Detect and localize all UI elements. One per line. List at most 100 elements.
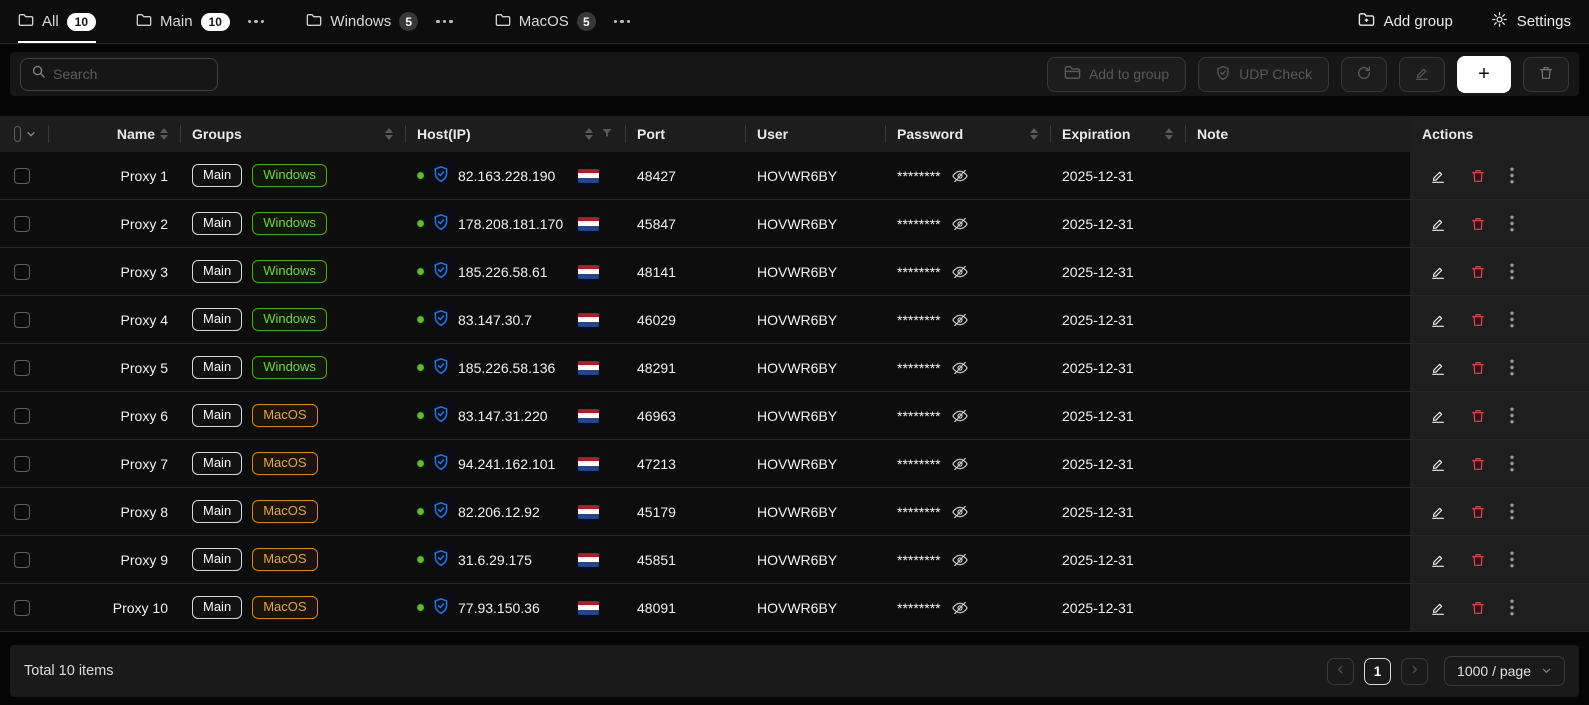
group-tag: MacOS [252, 403, 318, 428]
chevron-down-icon[interactable] [26, 126, 36, 142]
delete-row-icon[interactable] [1470, 408, 1486, 424]
proxy-host: 185.226.58.61 [405, 261, 625, 282]
group-tag: MacOS [252, 451, 318, 476]
edit-row-icon[interactable] [1430, 552, 1446, 568]
header-host[interactable]: Host(IP) [405, 116, 625, 152]
tab-menu-dots-icon[interactable] [246, 16, 267, 28]
refresh-button[interactable] [1341, 56, 1387, 92]
row-checkbox[interactable] [14, 455, 30, 472]
header-expiration[interactable]: Expiration [1050, 116, 1185, 152]
header-groups[interactable]: Groups [180, 116, 405, 152]
settings-button[interactable]: Settings [1491, 11, 1571, 32]
edit-row-icon[interactable] [1430, 264, 1446, 280]
add-to-group-button[interactable]: Add to group [1046, 56, 1187, 92]
proxy-host: 94.241.162.101 [405, 453, 625, 474]
proxy-groups: Main Windows [180, 163, 405, 188]
sort-icon[interactable] [385, 128, 393, 140]
prev-page-button[interactable] [1327, 657, 1355, 685]
row-actions [1410, 584, 1589, 631]
header-name[interactable]: Name [48, 116, 180, 152]
more-actions-icon[interactable] [1510, 503, 1514, 520]
delete-row-icon[interactable] [1470, 360, 1486, 376]
more-actions-icon[interactable] [1510, 167, 1514, 184]
sort-icon[interactable] [160, 128, 168, 140]
more-actions-icon[interactable] [1510, 551, 1514, 568]
select-all-checkbox[interactable] [14, 126, 21, 142]
edit-row-icon[interactable] [1430, 360, 1446, 376]
edit-button[interactable] [1399, 56, 1445, 92]
sort-icon[interactable] [1030, 128, 1038, 140]
proxy-host: 31.6.29.175 [405, 549, 625, 570]
password-visibility-toggle[interactable] [951, 215, 969, 233]
row-checkbox[interactable] [14, 263, 30, 280]
password-visibility-toggle[interactable] [951, 599, 969, 617]
proxy-ip: 185.226.58.136 [458, 359, 556, 376]
edit-row-icon[interactable] [1430, 408, 1446, 424]
add-group-button[interactable]: Add group [1358, 12, 1453, 31]
edit-row-icon[interactable] [1430, 456, 1446, 472]
edit-row-icon[interactable] [1430, 312, 1446, 328]
proxy-port: 45179 [637, 503, 676, 520]
tab-menu-dots-icon[interactable] [434, 16, 455, 28]
row-checkbox[interactable] [14, 215, 30, 232]
delete-row-icon[interactable] [1470, 312, 1486, 328]
row-checkbox[interactable] [14, 311, 30, 328]
password-visibility-toggle[interactable] [951, 503, 969, 521]
tab-main[interactable]: Main 10 [136, 0, 266, 43]
row-checkbox[interactable] [14, 407, 30, 424]
row-checkbox[interactable] [14, 551, 30, 568]
udp-check-button[interactable]: UDP Check [1198, 56, 1329, 92]
proxy-name: Proxy 10 [112, 599, 168, 616]
password-visibility-toggle[interactable] [951, 167, 969, 185]
online-status-dot [417, 172, 424, 179]
sort-icon[interactable] [1165, 128, 1173, 140]
row-checkbox[interactable] [14, 503, 30, 520]
proxy-expiration: 2025-12-31 [1062, 311, 1134, 328]
row-checkbox[interactable] [14, 167, 30, 184]
page-number-button[interactable]: 1 [1364, 657, 1392, 685]
search-input-wrapper[interactable] [20, 57, 234, 91]
sort-icon[interactable] [585, 128, 593, 140]
password-visibility-toggle[interactable] [951, 455, 969, 473]
delete-row-icon[interactable] [1470, 264, 1486, 280]
page-size-select[interactable]: 1000 / page [1444, 656, 1565, 686]
add-proxy-button[interactable]: + [1457, 55, 1511, 93]
more-actions-icon[interactable] [1510, 311, 1514, 328]
delete-row-icon[interactable] [1470, 504, 1486, 520]
delete-row-icon[interactable] [1470, 456, 1486, 472]
next-page-button[interactable] [1401, 657, 1429, 685]
shield-check-icon [432, 597, 450, 618]
tab-menu-dots-icon[interactable] [612, 16, 633, 28]
proxy-expiration: 2025-12-31 [1062, 359, 1134, 376]
more-actions-icon[interactable] [1510, 455, 1514, 472]
filter-icon[interactable] [601, 126, 613, 142]
tab-all[interactable]: All 10 [18, 0, 97, 43]
delete-row-icon[interactable] [1470, 216, 1486, 232]
proxy-expiration: 2025-12-31 [1062, 503, 1134, 520]
edit-row-icon[interactable] [1430, 168, 1446, 184]
edit-row-icon[interactable] [1430, 600, 1446, 616]
row-checkbox[interactable] [14, 599, 30, 616]
more-actions-icon[interactable] [1510, 263, 1514, 280]
search-input[interactable] [53, 66, 234, 82]
delete-button[interactable] [1523, 56, 1569, 92]
header-select-all[interactable] [0, 116, 48, 152]
more-actions-icon[interactable] [1510, 359, 1514, 376]
tab-macos[interactable]: MacOS 5 [495, 0, 633, 43]
more-actions-icon[interactable] [1510, 407, 1514, 424]
delete-row-icon[interactable] [1470, 600, 1486, 616]
tab-windows[interactable]: Windows 5 [306, 0, 454, 43]
row-checkbox[interactable] [14, 359, 30, 376]
password-visibility-toggle[interactable] [951, 407, 969, 425]
password-visibility-toggle[interactable] [951, 359, 969, 377]
password-visibility-toggle[interactable] [951, 551, 969, 569]
delete-row-icon[interactable] [1470, 168, 1486, 184]
edit-row-icon[interactable] [1430, 504, 1446, 520]
password-visibility-toggle[interactable] [951, 263, 969, 281]
more-actions-icon[interactable] [1510, 215, 1514, 232]
more-actions-icon[interactable] [1510, 599, 1514, 616]
delete-row-icon[interactable] [1470, 552, 1486, 568]
edit-row-icon[interactable] [1430, 216, 1446, 232]
password-visibility-toggle[interactable] [951, 311, 969, 329]
header-password[interactable]: Password [885, 116, 1050, 152]
